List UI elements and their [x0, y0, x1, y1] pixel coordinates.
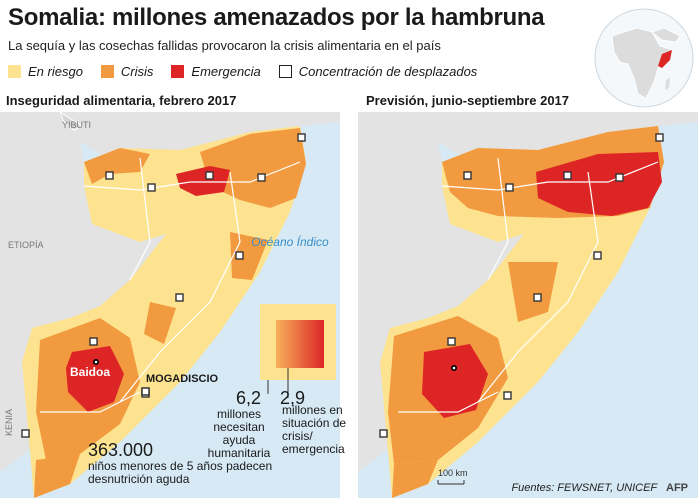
label-mogadishu: MOGADISCIO	[146, 373, 219, 385]
page-subtitle: La sequía y las cosechas fallidas provoc…	[8, 38, 441, 53]
legend-item-at-risk: En riesgo	[8, 64, 83, 79]
legend-swatch-emergency	[171, 65, 184, 78]
legend-label-at-risk: En riesgo	[28, 64, 83, 79]
legend-swatch-displaced	[279, 65, 292, 78]
left-panel-title: Inseguridad alimentaria, febrero 2017	[6, 93, 236, 108]
right-panel-title: Previsión, junio-septiembre 2017	[366, 93, 569, 108]
legend-swatch-at-risk	[8, 65, 21, 78]
legend-item-crisis: Crisis	[101, 64, 154, 79]
locator-globe	[592, 6, 696, 110]
map-right: 100 km	[358, 112, 698, 498]
label-djibouti: YIBUTI	[62, 120, 91, 130]
mogadishu-dot	[142, 388, 149, 395]
page-title: Somalia: millones amenazados por la hamb…	[8, 4, 544, 32]
legend-item-emergency: Emergencia	[171, 64, 260, 79]
crisis-box	[276, 320, 324, 368]
legend-label-emergency: Emergencia	[191, 64, 260, 79]
legend-label-crisis: Crisis	[121, 64, 154, 79]
agency-logo: AFP	[666, 482, 688, 494]
map-left: YIBUTI ETIOPÍA KENIA Océano Índico Baido…	[0, 112, 340, 498]
legend-item-displaced: Concentración de desplazados	[279, 64, 478, 79]
label-ocean: Océano Índico	[251, 234, 329, 249]
legend: En riesgo Crisis Emergencia Concentració…	[8, 62, 495, 80]
credit-line: Fuentes: FEWSNET, UNICEF AFP	[511, 482, 688, 494]
sources-text: Fuentes: FEWSNET, UNICEF	[511, 482, 656, 494]
scale-label: 100 km	[438, 468, 468, 478]
legend-label-displaced: Concentración de desplazados	[299, 64, 478, 79]
label-ethiopia: ETIOPÍA	[8, 240, 44, 250]
legend-swatch-crisis	[101, 65, 114, 78]
label-baidoa: Baidoa	[70, 365, 110, 379]
label-kenya: KENIA	[4, 409, 14, 436]
